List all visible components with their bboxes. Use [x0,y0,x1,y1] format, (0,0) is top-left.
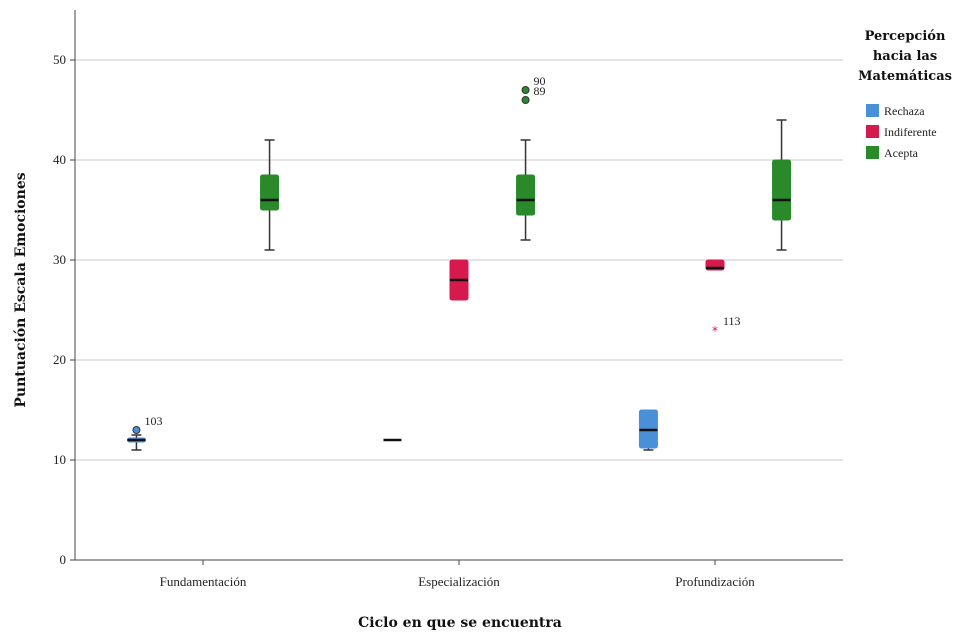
legend-label-rechaza: Rechaza [884,104,925,118]
y-tick-label: 10 [53,452,66,467]
legend: Percepción hacia las Matemáticas Rechaza Ind… [858,29,952,160]
legend-swatch-rechaza [866,104,879,117]
x-tick-label: Fundamentación [160,574,247,589]
axes: 0 10 20 30 40 50 Fundamentación Especialización… [53,10,843,589]
legend-label-acepta: Acepta [884,146,919,160]
y-tick-label: 20 [53,352,66,367]
legend-title-line: Percepción [865,29,946,44]
outlier-circle [132,426,141,434]
box-acepta-0 [260,139,280,251]
outlier-label: 113 [723,314,741,328]
iqr-box [516,174,536,216]
legend-title-line: Matemáticas [858,69,952,84]
y-tick-label: 50 [53,52,66,67]
iqr-box [260,174,280,211]
box-indiferente-2: * 113 [705,259,741,338]
y-axis-title: Puntuación Escala Emociones [13,172,29,407]
y-tick-label: 30 [53,252,66,267]
y-tick-label: 40 [53,152,66,167]
outlier-circle [521,96,530,104]
legend-label-indiferente: Indiferente [884,125,937,139]
legend-title-line: hacia las [873,49,937,64]
box-rechaza-2 [638,409,658,451]
outlier-label: 89 [534,84,546,98]
legend-swatch-indiferente [866,125,879,138]
box-acepta-2 [772,119,792,251]
box-rechaza-0: 103 [126,414,162,451]
x-tick-label: Especialización [418,574,500,589]
x-axis-title: Ciclo en que se encuentra [358,615,562,631]
x-tick-label: Profundización [675,574,755,589]
outlier-label: 103 [144,414,162,428]
box-indiferente-1 [449,259,469,301]
outlier-star: * [712,324,718,338]
y-tick-label: 0 [60,552,67,567]
legend-swatch-acepta [866,146,879,159]
outlier-label: 90 [534,74,546,88]
iqr-box [772,159,792,221]
outlier-circle [521,86,530,94]
